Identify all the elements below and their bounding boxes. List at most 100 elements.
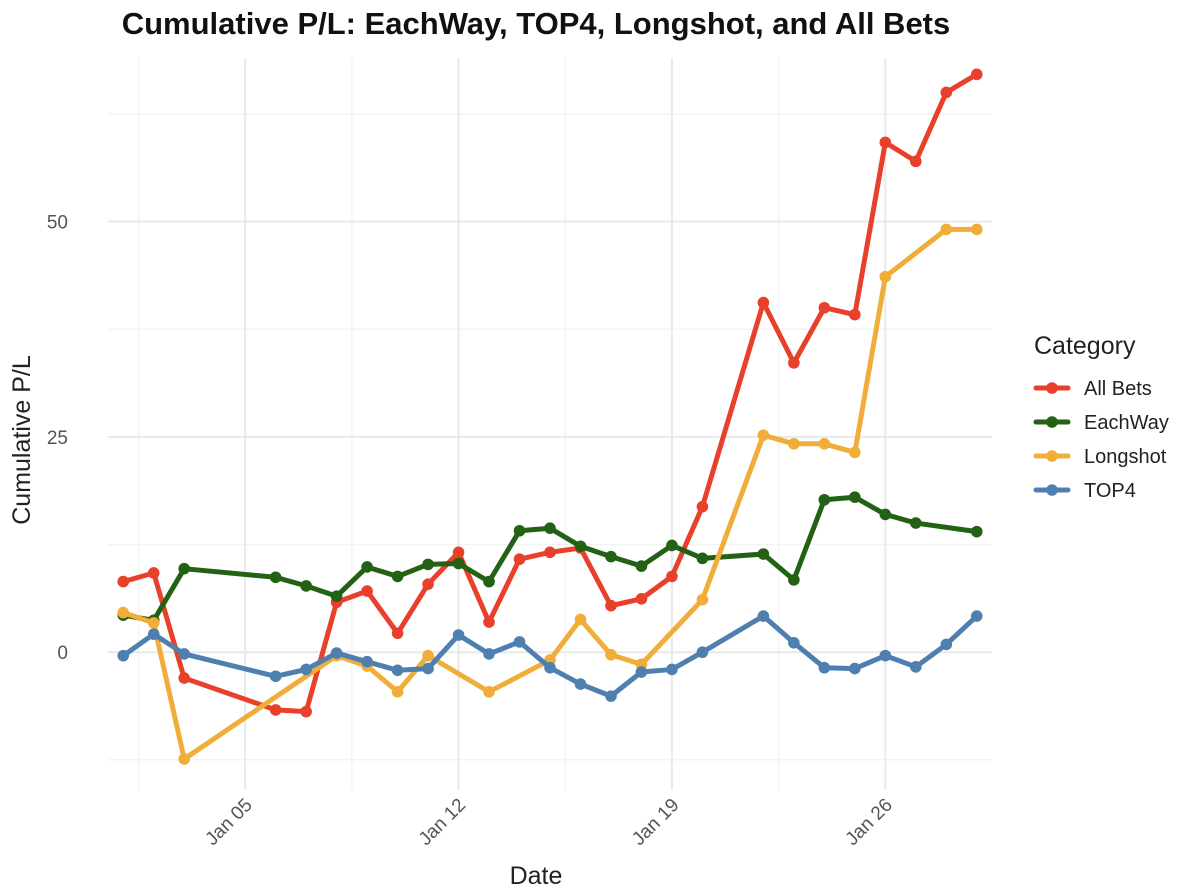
y-tick-label: 25	[47, 428, 68, 449]
longshot-point	[818, 438, 831, 450]
all-bets-point	[635, 593, 648, 605]
top4-point	[788, 636, 800, 649]
legend-title: Category	[1034, 332, 1136, 360]
all-bets-point	[361, 585, 373, 597]
top4-point	[909, 661, 922, 673]
top4-point	[818, 661, 831, 674]
x-tick-label: Jan 26	[842, 795, 897, 850]
all-bets-point	[879, 136, 892, 149]
top4-point	[605, 690, 617, 702]
legend-label-top4: TOP4	[1084, 480, 1136, 502]
top4-point	[970, 610, 983, 622]
all-bets-point	[422, 578, 434, 590]
legend-item-longshot: Longshot	[1033, 446, 1167, 468]
longshot-point	[970, 223, 983, 236]
y-axis-label: Cumulative P/L	[8, 355, 36, 525]
top4-point	[178, 648, 191, 660]
y-tick-label: 50	[47, 213, 68, 234]
top4-point	[574, 678, 587, 690]
longshot-point	[879, 270, 892, 283]
x-tick-label: Jan 05	[202, 795, 257, 850]
top4-point	[544, 661, 556, 674]
eachway-point	[452, 557, 465, 570]
x-tick-label: Jan 19	[628, 795, 683, 850]
all-bets-point	[970, 68, 983, 81]
top4-point	[269, 670, 282, 683]
eachway-point	[513, 524, 526, 537]
all-bets-series	[117, 68, 983, 718]
top4-point	[879, 649, 892, 662]
eachway-line	[120, 494, 980, 623]
eachway-point	[483, 575, 495, 588]
all-bets-point	[757, 296, 770, 309]
all-bets-point	[147, 567, 160, 579]
y-tick-label: 0	[57, 643, 68, 664]
top4-point	[513, 636, 526, 648]
all-bets-point	[300, 705, 312, 718]
eachway-point	[422, 558, 434, 571]
eachway-point	[757, 548, 770, 560]
legend: Category All Bets EachWay Longshot TOP4	[1033, 332, 1169, 502]
longshot-series	[117, 223, 983, 765]
longshot-line	[120, 226, 980, 762]
eachway-point	[818, 493, 831, 506]
all-bets-point	[513, 553, 526, 566]
eachway-point	[391, 570, 404, 583]
top4-point	[391, 664, 404, 677]
top4-point	[940, 638, 953, 651]
all-bets-point	[909, 155, 922, 168]
legend-label-all-bets: All Bets	[1084, 378, 1152, 400]
all-bets-point	[940, 86, 953, 99]
all-bets-line	[120, 71, 980, 715]
all-bets-point	[666, 570, 678, 583]
x-tick-label: Jan 12	[415, 795, 470, 850]
eachway-point	[666, 539, 678, 552]
legend-label-eachway: EachWay	[1084, 412, 1169, 434]
legend-item-all-bets: All Bets	[1033, 378, 1152, 400]
all-bets-point	[178, 672, 191, 684]
series-layer	[117, 68, 983, 765]
longshot-point	[391, 686, 404, 698]
all-bets-point	[544, 546, 556, 559]
top4-point	[452, 629, 465, 641]
top4-point	[300, 663, 312, 676]
x-axis-label: Date	[510, 862, 563, 890]
eachway-point	[970, 525, 983, 538]
longshot-point	[849, 446, 861, 459]
all-bets-point	[117, 575, 130, 588]
eachway-point	[788, 574, 800, 586]
longshot-point	[574, 613, 587, 626]
eachway-point	[330, 590, 343, 603]
all-bets-point	[849, 308, 861, 321]
eachway-series	[117, 491, 983, 627]
legend-item-eachway: EachWay	[1033, 412, 1169, 434]
eachway-point	[178, 562, 191, 575]
all-bets-point	[605, 599, 617, 612]
eachway-point	[879, 508, 892, 521]
top4-point	[757, 610, 770, 622]
legend-item-top4: TOP4	[1033, 480, 1136, 502]
legend-point-longshot	[1046, 450, 1058, 462]
top4-point	[330, 647, 343, 659]
eachway-point	[574, 540, 587, 553]
eachway-point	[909, 517, 922, 529]
top4-point	[849, 662, 861, 675]
all-bets-point	[269, 704, 282, 716]
eachway-point	[849, 491, 861, 504]
axis-layer: 0 25 50 Jan 05 Jan 12 Jan 19 Jan 26	[47, 213, 897, 850]
top4-point	[147, 628, 160, 640]
longshot-point	[605, 648, 617, 661]
all-bets-point	[483, 616, 495, 628]
eachway-point	[696, 552, 709, 565]
top4-point	[117, 649, 130, 662]
eachway-point	[544, 522, 556, 535]
all-bets-point	[452, 546, 465, 559]
eachway-point	[361, 561, 373, 573]
legend-point-eachway	[1046, 416, 1058, 428]
longshot-point	[117, 606, 130, 619]
legend-label-longshot: Longshot	[1084, 446, 1167, 468]
longshot-point	[696, 593, 709, 606]
longshot-point	[757, 429, 770, 441]
top4-point	[361, 655, 373, 668]
